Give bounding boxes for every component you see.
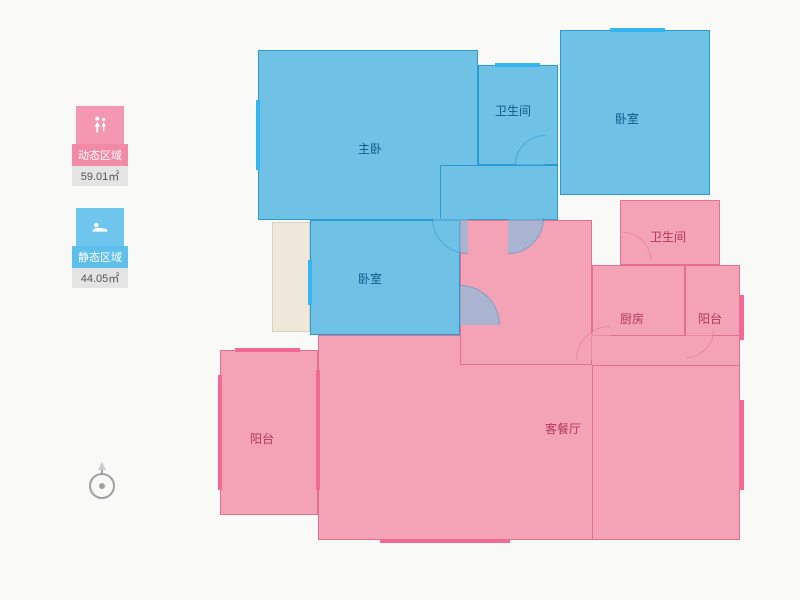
- window-accent: [495, 63, 540, 67]
- window-accent: [740, 400, 744, 490]
- legend-dynamic: 动态区域 59.01㎡: [72, 106, 128, 186]
- room-hall-static: [440, 165, 558, 220]
- room-living-right: [592, 365, 740, 540]
- room-label-bathroom-1: 卫生间: [495, 102, 531, 119]
- window-accent: [316, 370, 320, 490]
- room-label-bathroom-2: 卫生间: [650, 228, 686, 245]
- legend-static-swatch: [76, 208, 124, 246]
- legend: 动态区域 59.01㎡ 静态区域 44.05㎡: [72, 106, 128, 310]
- room-label-bedroom-1: 卧室: [615, 110, 639, 127]
- window-accent: [308, 260, 312, 305]
- legend-dynamic-swatch: [76, 106, 124, 144]
- floorplan: 主卧卫生间卧室卧室卫生间厨房阳台客餐厅阳台: [210, 30, 770, 570]
- room-label-bedroom-2: 卧室: [358, 270, 382, 287]
- window-accent: [218, 375, 222, 490]
- room-label-balcony-2: 阳台: [698, 310, 722, 327]
- compass-icon: [88, 460, 116, 502]
- legend-static-label: 静态区域: [72, 246, 128, 268]
- window-accent: [235, 348, 300, 352]
- legend-dynamic-value: 59.01㎡: [72, 166, 128, 186]
- sleep-icon: [89, 216, 111, 238]
- people-icon: [89, 114, 111, 136]
- legend-static: 静态区域 44.05㎡: [72, 208, 128, 288]
- window-accent: [740, 295, 744, 340]
- room-neutral-patch: [272, 222, 310, 332]
- room-label-living-room: 客餐厅: [545, 420, 581, 437]
- window-accent: [610, 28, 665, 32]
- window-accent: [256, 100, 260, 170]
- window-accent: [380, 539, 510, 543]
- legend-static-value: 44.05㎡: [72, 268, 128, 288]
- room-label-balcony-1: 阳台: [250, 430, 274, 447]
- legend-dynamic-label: 动态区域: [72, 144, 128, 166]
- room-label-kitchen: 厨房: [620, 310, 644, 327]
- room-label-master-bedroom: 主卧: [358, 140, 382, 157]
